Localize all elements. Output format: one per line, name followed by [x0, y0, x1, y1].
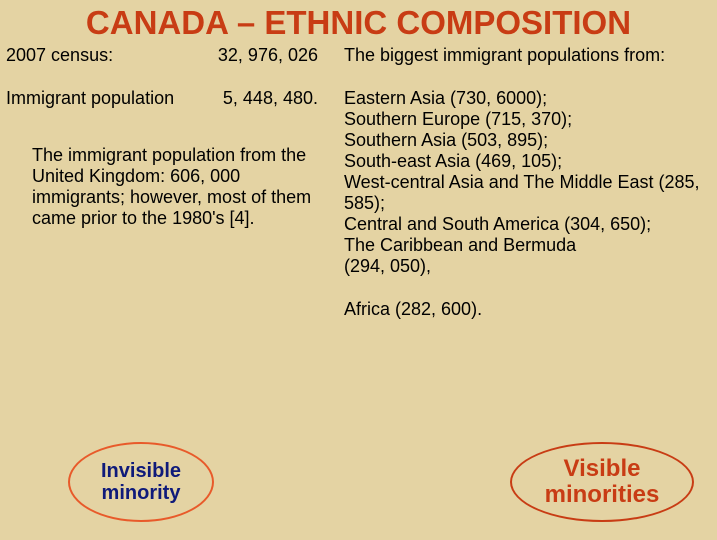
immigrant-label: Immigrant population: [6, 88, 174, 109]
visible-minorities-label: Visible minorities: [512, 456, 692, 509]
list-item: Central and South America (304, 650);: [344, 214, 703, 235]
invisible-minority-bubble: Invisible minority: [68, 442, 214, 522]
list-item: South-east Asia (469, 105);: [344, 151, 703, 172]
census-row: 2007 census: 32, 976, 026: [6, 45, 336, 66]
immigrant-value: 5, 448, 480.: [223, 88, 318, 109]
invisible-minority-label: Invisible minority: [70, 460, 212, 504]
left-column: 2007 census: 32, 976, 026 Immigrant popu…: [6, 45, 336, 320]
immigrant-row: Immigrant population 5, 448, 480.: [6, 88, 336, 109]
uk-paragraph: The immigrant population from the United…: [6, 145, 336, 229]
slide-title: CANADA – ETHNIC COMPOSITION: [0, 0, 717, 41]
census-value: 32, 976, 026: [218, 45, 318, 66]
regions-list: Eastern Asia (730, 6000); Southern Europ…: [344, 88, 703, 277]
list-item: (294, 050),: [344, 256, 703, 277]
list-item: Southern Europe (715, 370);: [344, 109, 703, 130]
list-item: The Caribbean and Bermuda: [344, 235, 703, 256]
visible-minorities-bubble: Visible minorities: [510, 442, 694, 522]
uk-text: The immigrant population from the United…: [32, 145, 311, 228]
right-column: The biggest immigrant populations from: …: [336, 45, 703, 320]
title-text: CANADA – ETHNIC COMPOSITION: [86, 4, 631, 41]
list-item: West-central Asia and The Middle East (2…: [344, 172, 703, 214]
intro-text: The biggest immigrant populations from:: [344, 45, 703, 66]
list-item: Southern Asia (503, 895);: [344, 130, 703, 151]
africa-line: Africa (282, 600).: [344, 299, 703, 320]
census-label: 2007 census:: [6, 45, 113, 66]
content-columns: 2007 census: 32, 976, 026 Immigrant popu…: [0, 41, 717, 320]
list-item: Eastern Asia (730, 6000);: [344, 88, 703, 109]
